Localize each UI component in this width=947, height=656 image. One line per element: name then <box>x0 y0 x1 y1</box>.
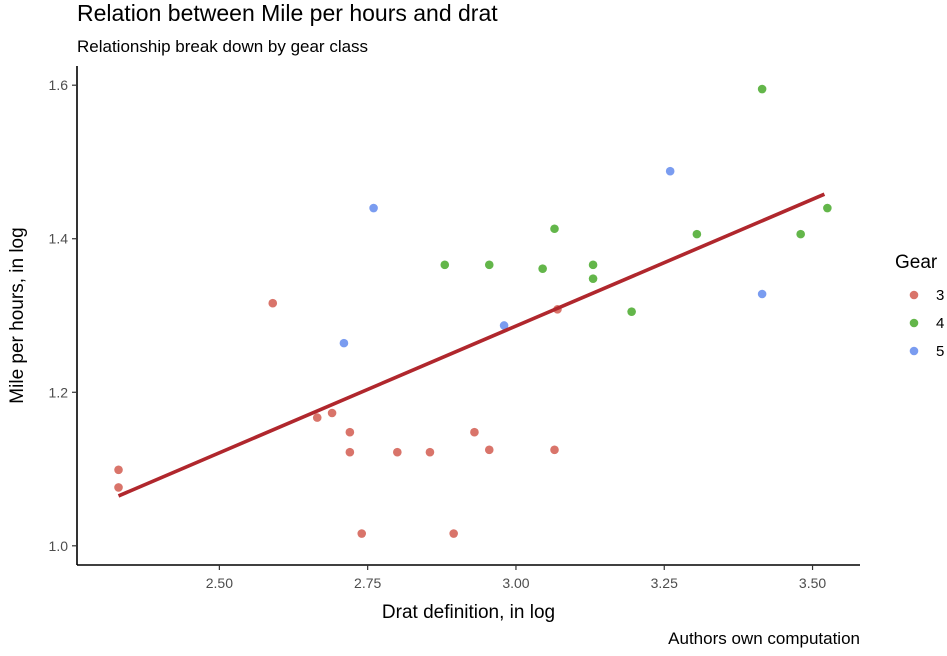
data-point-gear-3 <box>357 529 367 538</box>
data-point-gear-4 <box>796 229 805 239</box>
legend-key-gear-5 <box>909 346 919 356</box>
data-point-gear-5 <box>665 166 675 176</box>
legend-label-gear-4: 4 <box>936 315 944 332</box>
data-point-gear-4 <box>440 260 450 270</box>
y-axis-title: Mile per hours, in log <box>7 227 28 403</box>
y-tick-label: 1.2 <box>49 384 69 400</box>
data-point-gear-3 <box>425 447 435 457</box>
data-point-gear-4 <box>823 203 832 213</box>
data-point-gear-4 <box>588 274 598 283</box>
data-point-gear-3 <box>470 427 479 437</box>
x-tick-label: 3.00 <box>502 575 529 591</box>
data-point-gear-4 <box>588 260 598 270</box>
data-point-gear-5 <box>757 289 767 299</box>
data-point-gear-3 <box>550 445 559 455</box>
x-tick-label: 2.50 <box>206 575 233 591</box>
chart-title: Relation between Mile per hours and drat <box>77 0 498 26</box>
y-tick-label: 1.0 <box>49 538 69 554</box>
data-point-gear-3 <box>484 445 494 455</box>
x-tick-label: 3.25 <box>651 575 678 591</box>
data-point-gear-3 <box>268 298 278 308</box>
data-point-gear-3 <box>327 408 337 418</box>
chart-caption: Authors own computation <box>668 629 860 648</box>
data-point-gear-3 <box>393 447 402 457</box>
data-point-gear-3 <box>114 465 123 475</box>
data-point-gear-5 <box>369 203 378 213</box>
legend-key-gear-3 <box>909 290 919 300</box>
data-point-gear-5 <box>499 321 509 330</box>
data-point-gear-3 <box>345 427 355 437</box>
data-point-gear-5 <box>339 338 349 348</box>
legend-label-gear-5: 5 <box>936 343 944 360</box>
data-point-gear-4 <box>538 264 547 273</box>
data-point-gear-3 <box>312 413 322 422</box>
data-point-gear-4 <box>757 84 767 94</box>
regression-line <box>117 192 826 498</box>
legend-label-gear-3: 3 <box>936 287 944 304</box>
x-axis-title: Drat definition, in log <box>382 602 555 623</box>
data-point-gear-3 <box>449 529 458 538</box>
y-tick-label: 1.4 <box>49 231 69 247</box>
data-point-gear-3 <box>114 483 123 492</box>
legend-title: Gear <box>895 252 938 273</box>
data-point-gear-3 <box>345 447 355 457</box>
data-point-gear-4 <box>692 229 702 239</box>
data-point-gear-4 <box>484 260 494 270</box>
chart-subtitle: Relationship break down by gear class <box>77 37 369 56</box>
data-point-gear-4 <box>627 307 636 316</box>
x-tick-label: 2.75 <box>354 575 381 591</box>
y-tick-label: 1.6 <box>49 77 69 93</box>
data-point-gear-4 <box>550 224 559 234</box>
x-tick-label: 3.50 <box>799 575 826 591</box>
legend-key-gear-4 <box>909 318 919 328</box>
